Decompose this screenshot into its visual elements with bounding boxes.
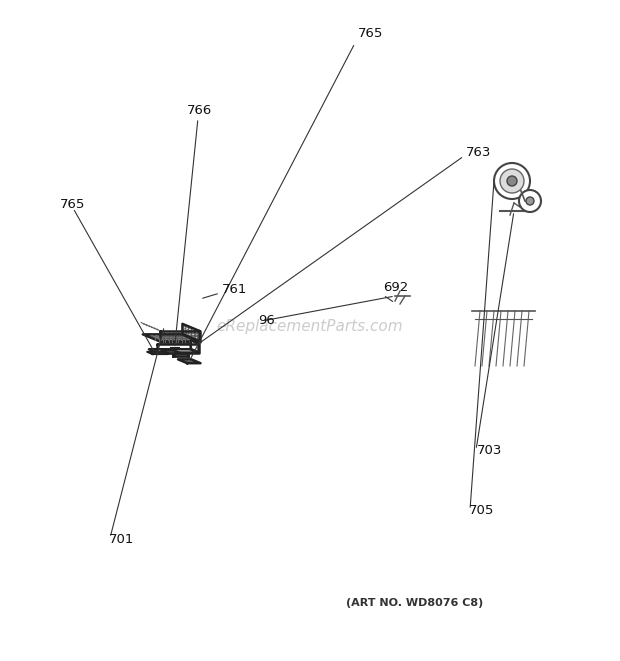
Circle shape bbox=[500, 169, 524, 193]
Circle shape bbox=[494, 163, 530, 199]
Polygon shape bbox=[161, 350, 181, 353]
Circle shape bbox=[526, 197, 534, 205]
Text: 761: 761 bbox=[222, 283, 247, 296]
Polygon shape bbox=[191, 340, 199, 352]
Polygon shape bbox=[160, 331, 200, 342]
Polygon shape bbox=[182, 324, 200, 342]
Text: 765: 765 bbox=[60, 198, 86, 211]
Polygon shape bbox=[143, 334, 200, 342]
Text: 703: 703 bbox=[477, 444, 502, 457]
Text: 765: 765 bbox=[358, 27, 383, 40]
Text: 692: 692 bbox=[383, 281, 408, 294]
Text: 705: 705 bbox=[469, 504, 494, 517]
Polygon shape bbox=[191, 340, 199, 352]
Text: 96: 96 bbox=[258, 314, 275, 327]
Polygon shape bbox=[178, 360, 200, 363]
Polygon shape bbox=[157, 344, 199, 352]
Circle shape bbox=[519, 190, 541, 212]
Text: (ART NO. WD8076 C8): (ART NO. WD8076 C8) bbox=[347, 598, 484, 608]
Polygon shape bbox=[147, 352, 168, 354]
Text: 763: 763 bbox=[466, 146, 492, 159]
Text: 701: 701 bbox=[109, 533, 135, 546]
Text: eReplacementParts.com: eReplacementParts.com bbox=[216, 319, 404, 334]
Polygon shape bbox=[149, 349, 199, 352]
Text: 766: 766 bbox=[187, 104, 212, 117]
Circle shape bbox=[507, 176, 517, 186]
